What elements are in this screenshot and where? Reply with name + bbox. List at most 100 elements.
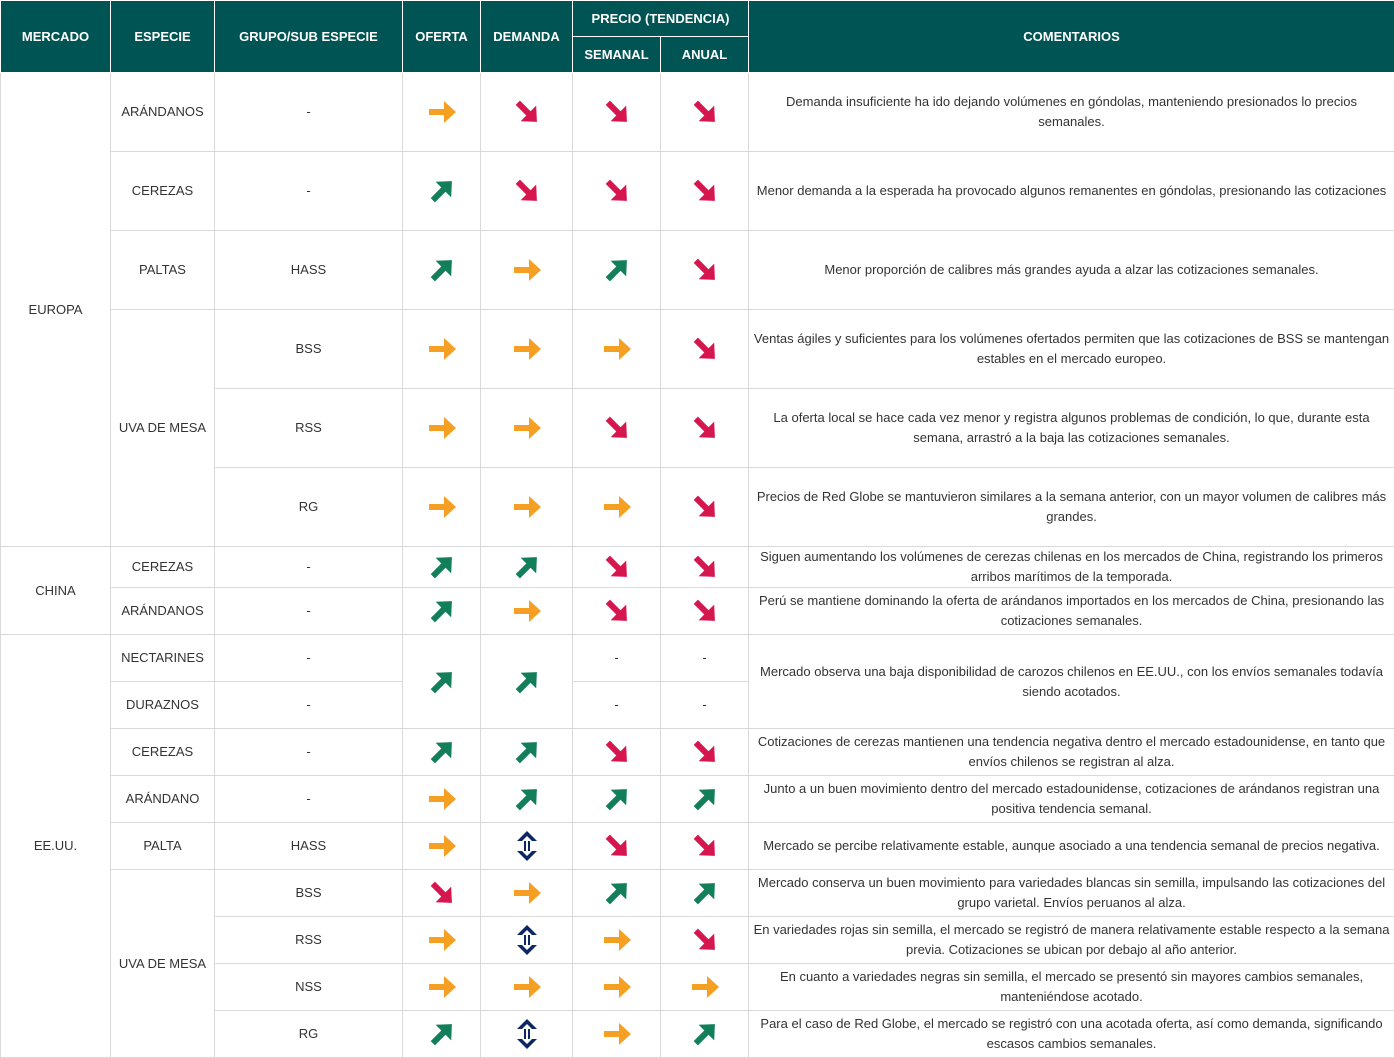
arrow-up-right-icon bbox=[688, 1017, 722, 1051]
grupo-cell: RSS bbox=[215, 917, 403, 964]
arrow-down-right-icon bbox=[600, 550, 634, 584]
comment-cell: Ventas ágiles y suficientes para los vol… bbox=[749, 310, 1394, 389]
comment-cell: Mercado conserva un buen movimiento para… bbox=[749, 870, 1394, 917]
semanal-cell bbox=[573, 964, 661, 1011]
demanda-cell bbox=[481, 870, 573, 917]
grupo-cell: NSS bbox=[215, 964, 403, 1011]
table-row: ARÁNDANO - Junto a un buen movimiento de… bbox=[1, 776, 1394, 823]
arrow-right-icon bbox=[600, 970, 634, 1004]
arrow-right-icon bbox=[510, 490, 544, 524]
table-row: EE.UU. NECTARINES - - - Mercado observa … bbox=[1, 635, 1394, 682]
arrow-down-right-icon bbox=[688, 923, 722, 957]
especie-cell: CEREZAS bbox=[111, 547, 215, 588]
arrow-right-icon bbox=[425, 332, 459, 366]
anual-cell bbox=[661, 547, 749, 588]
grupo-cell: BSS bbox=[215, 870, 403, 917]
arrow-up-right-icon bbox=[425, 665, 459, 699]
grupo-cell: - bbox=[215, 635, 403, 682]
anual-cell bbox=[661, 917, 749, 964]
comment-cell: Mercado se percibe relativamente estable… bbox=[749, 823, 1394, 870]
demanda-cell bbox=[481, 73, 573, 152]
demanda-cell bbox=[481, 635, 573, 729]
header-oferta: OFERTA bbox=[403, 1, 481, 73]
comment-cell: La oferta local se hace cada vez menor y… bbox=[749, 389, 1394, 468]
oferta-cell bbox=[403, 73, 481, 152]
header-comentarios: COMENTARIOS bbox=[749, 1, 1394, 73]
arrow-right-icon bbox=[425, 829, 459, 863]
header-precio: PRECIO (TENDENCIA) bbox=[573, 1, 749, 37]
arrow-right-icon bbox=[510, 411, 544, 445]
table-row: UVA DE MESA BSS Ventas ágiles y suficien… bbox=[1, 310, 1394, 389]
oferta-cell bbox=[403, 917, 481, 964]
table-row: CEREZAS - Cotizaciones de cerezas mantie… bbox=[1, 729, 1394, 776]
oferta-cell bbox=[403, 152, 481, 231]
grupo-cell: - bbox=[215, 73, 403, 152]
arrow-down-right-icon bbox=[425, 876, 459, 910]
arrow-up-right-icon bbox=[425, 253, 459, 287]
header-semanal: SEMANAL bbox=[573, 37, 661, 73]
arrow-right-icon bbox=[510, 332, 544, 366]
demanda-cell bbox=[481, 823, 573, 870]
comment-cell: Junto a un buen movimiento dentro del me… bbox=[749, 776, 1394, 823]
table-row: ARÁNDANOS - Perú se mantiene dominando l… bbox=[1, 588, 1394, 635]
arrow-down-right-icon bbox=[510, 95, 544, 129]
arrow-down-right-icon bbox=[600, 829, 634, 863]
arrow-right-icon bbox=[510, 876, 544, 910]
header-mercado: MERCADO bbox=[1, 1, 111, 73]
arrow-right-icon bbox=[600, 490, 634, 524]
demanda-cell bbox=[481, 152, 573, 231]
arrow-down-right-icon bbox=[600, 594, 634, 628]
arrow-down-right-icon bbox=[600, 95, 634, 129]
arrow-up-right-icon bbox=[425, 1017, 459, 1051]
semanal-cell bbox=[573, 729, 661, 776]
comment-cell: Para el caso de Red Globe, el mercado se… bbox=[749, 1011, 1394, 1058]
demanda-cell bbox=[481, 389, 573, 468]
especie-cell: PALTA bbox=[111, 823, 215, 870]
comment-cell: En cuanto a variedades negras sin semill… bbox=[749, 964, 1394, 1011]
especie-cell: UVA DE MESA bbox=[111, 870, 215, 1058]
oferta-cell bbox=[403, 231, 481, 310]
especie-cell: CEREZAS bbox=[111, 152, 215, 231]
arrow-up-right-icon bbox=[425, 550, 459, 584]
demanda-cell bbox=[481, 547, 573, 588]
table-row: UVA DE MESA BSS Mercado conserva un buen… bbox=[1, 870, 1394, 917]
semanal-cell bbox=[573, 152, 661, 231]
arrow-right-icon bbox=[425, 411, 459, 445]
arrow-up-right-icon bbox=[425, 174, 459, 208]
arrow-down-right-icon bbox=[688, 829, 722, 863]
arrow-down-right-icon bbox=[510, 174, 544, 208]
anual-cell bbox=[661, 389, 749, 468]
semanal-cell: - bbox=[573, 635, 661, 682]
grupo-cell: - bbox=[215, 588, 403, 635]
arrow-up-right-icon bbox=[510, 550, 544, 584]
arrow-down-right-icon bbox=[688, 594, 722, 628]
especie-cell: PALTAS bbox=[111, 231, 215, 310]
oferta-cell bbox=[403, 870, 481, 917]
semanal-cell bbox=[573, 73, 661, 152]
arrow-up-right-icon bbox=[510, 735, 544, 769]
arrow-down-right-icon bbox=[688, 735, 722, 769]
arrow-up-right-icon bbox=[425, 735, 459, 769]
demanda-cell bbox=[481, 468, 573, 547]
comment-cell: Demanda insuficiente ha ido dejando volú… bbox=[749, 73, 1394, 152]
semanal-cell bbox=[573, 823, 661, 870]
comment-cell: Cotizaciones de cerezas mantienen una te… bbox=[749, 729, 1394, 776]
especie-cell: ARÁNDANOS bbox=[111, 73, 215, 152]
anual-cell bbox=[661, 1011, 749, 1058]
arrow-right-icon bbox=[600, 923, 634, 957]
oferta-cell bbox=[403, 310, 481, 389]
grupo-cell: - bbox=[215, 547, 403, 588]
anual-cell bbox=[661, 73, 749, 152]
oferta-cell bbox=[403, 964, 481, 1011]
oferta-cell bbox=[403, 547, 481, 588]
arrow-right-icon bbox=[425, 923, 459, 957]
especie-cell: CEREZAS bbox=[111, 729, 215, 776]
arrow-up-right-icon bbox=[425, 594, 459, 628]
arrow-right-icon bbox=[510, 594, 544, 628]
arrow-down-right-icon bbox=[600, 411, 634, 445]
arrow-down-right-icon bbox=[688, 332, 722, 366]
grupo-cell: - bbox=[215, 776, 403, 823]
arrow-up-right-icon bbox=[600, 253, 634, 287]
header-demanda: DEMANDA bbox=[481, 1, 573, 73]
comment-cell: Menor proporción de calibres más grandes… bbox=[749, 231, 1394, 310]
